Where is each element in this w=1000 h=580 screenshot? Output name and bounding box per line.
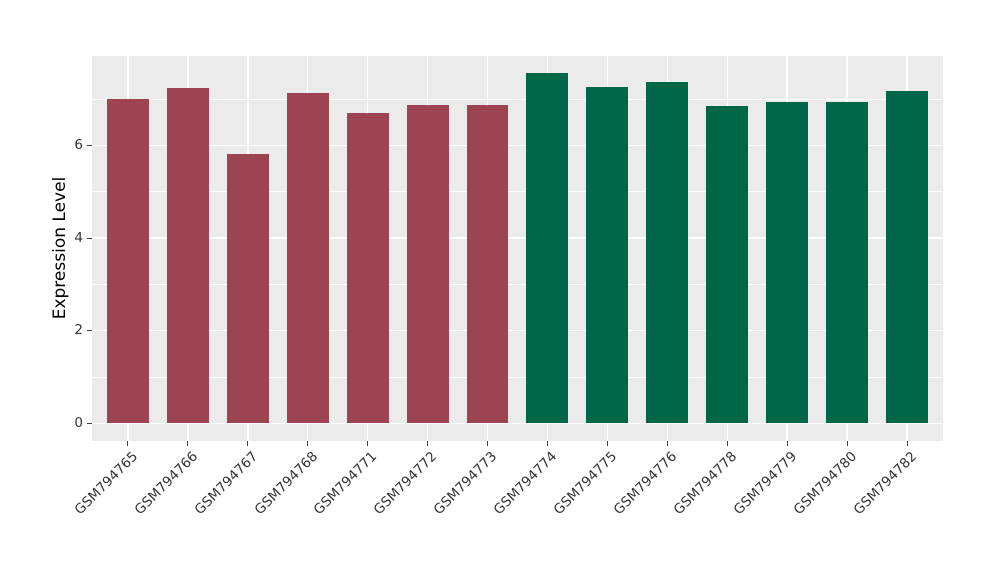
gridline-major xyxy=(92,144,943,147)
gridline-major xyxy=(92,329,943,332)
bar xyxy=(166,87,209,424)
x-axis-tick xyxy=(187,441,189,446)
bar xyxy=(706,106,749,424)
y-axis-tick xyxy=(87,237,92,239)
x-axis-tick xyxy=(487,441,489,446)
x-axis-tick xyxy=(906,441,908,446)
bar xyxy=(286,93,329,424)
bar xyxy=(826,102,869,424)
x-tick-label-text: GSM794775 xyxy=(550,448,621,519)
x-tick-label-text: GSM794782 xyxy=(850,448,920,519)
x-axis-tick xyxy=(427,441,429,446)
bar xyxy=(646,82,689,424)
y-tick-label: 4 xyxy=(74,229,83,246)
x-tick-label-text: GSM794767 xyxy=(191,448,261,519)
x-tick-label-text: GSM794778 xyxy=(670,448,741,519)
bar xyxy=(526,73,569,424)
y-tick-label: 6 xyxy=(74,136,83,153)
x-tick-label-text: GSM794768 xyxy=(251,448,321,519)
x-axis-tick xyxy=(247,441,249,446)
bar xyxy=(886,90,928,424)
x-tick-label-text: GSM794780 xyxy=(790,448,861,519)
x-axis-tick xyxy=(367,441,369,446)
x-axis-tick xyxy=(307,441,309,446)
x-tick-label-text: GSM794774 xyxy=(490,448,561,519)
bar xyxy=(466,105,509,424)
x-axis-tick xyxy=(846,441,848,446)
y-tick-label: 0 xyxy=(74,414,83,431)
x-tick-label-text: GSM794779 xyxy=(730,448,801,519)
x-axis-tick xyxy=(606,441,608,446)
x-axis-tick xyxy=(127,441,129,446)
gridline-major xyxy=(92,237,943,239)
x-tick-label-text: GSM794773 xyxy=(430,448,501,519)
bar xyxy=(406,105,449,424)
gridline-minor xyxy=(92,191,943,193)
x-tick-label-text: GSM794766 xyxy=(131,448,201,519)
y-tick-label: 2 xyxy=(74,322,83,339)
bar xyxy=(226,153,269,424)
y-axis-tick xyxy=(87,330,92,332)
bar xyxy=(766,101,809,424)
bar xyxy=(346,113,389,424)
x-axis-tick xyxy=(666,441,668,446)
x-axis-tick xyxy=(786,441,788,446)
bar xyxy=(586,86,629,424)
x-axis-tick xyxy=(726,441,728,446)
gridline-minor xyxy=(92,98,943,100)
x-tick-label-text: GSM794776 xyxy=(610,448,681,519)
gridline-minor xyxy=(92,376,943,378)
x-tick-label-text: GSM794772 xyxy=(371,448,441,519)
bar xyxy=(106,99,149,424)
x-tick-label-text: GSM794771 xyxy=(311,448,381,519)
y-axis-tick xyxy=(87,144,92,146)
plot-panel xyxy=(92,56,943,441)
gridline-major xyxy=(92,422,943,425)
x-axis-tick xyxy=(546,441,548,446)
y-axis-title: Expression Level xyxy=(50,176,70,320)
y-axis-tick xyxy=(87,422,92,424)
gridline-minor xyxy=(92,284,943,285)
x-tick-label-text: GSM794765 xyxy=(71,448,141,519)
